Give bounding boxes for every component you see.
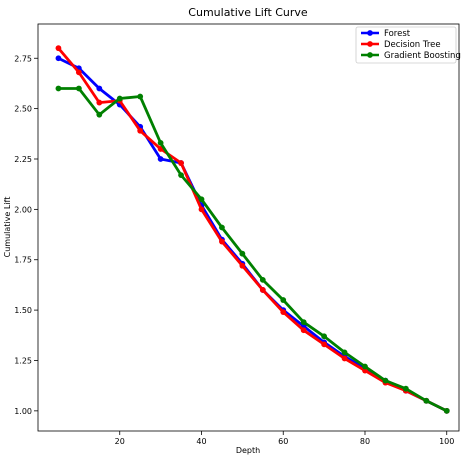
y-axis-ticks: 1.00 1.25 1.50 1.75 2.00 2.25 2.50 2.75 [14, 54, 38, 416]
data-point-gradient-boosting [321, 333, 328, 340]
legend-label-decision-tree: Decision Tree [384, 40, 441, 50]
data-point-decision-tree [96, 99, 103, 106]
y-tick-label: 1.75 [14, 256, 32, 265]
x-tick-label: 60 [278, 437, 288, 446]
data-point-forest [96, 85, 103, 92]
data-point-gradient-boosting [423, 397, 430, 404]
data-point-decision-tree [321, 341, 328, 348]
data-point-gradient-boosting [55, 85, 62, 92]
plot-area [37, 23, 460, 432]
data-point-gradient-boosting [198, 196, 205, 203]
x-tick-label: 20 [115, 437, 125, 446]
data-point-decision-tree [219, 238, 225, 245]
y-tick-label: 2.50 [14, 105, 32, 114]
x-axis-ticks: 20 40 60 80 100 [115, 431, 454, 446]
data-point-decision-tree [75, 69, 82, 76]
chart-title: Cumulative Lift Curve [188, 6, 308, 19]
series-line-decision-tree [57, 47, 448, 413]
data-point-gradient-boosting [178, 172, 184, 179]
data-point-decision-tree [300, 327, 307, 334]
legend-marker-decision-tree [367, 41, 373, 47]
data-point-gradient-boosting [239, 250, 246, 257]
legend-marker-forest [367, 30, 373, 36]
y-tick-label: 1.00 [14, 407, 32, 416]
data-point-gradient-boosting [157, 139, 164, 146]
legend-label-gradient-boosting: Gradient Boosting [384, 51, 461, 61]
legend-marker-gradient-boosting [367, 52, 373, 58]
y-tick-label: 2.75 [14, 54, 32, 63]
legend-box [355, 26, 457, 64]
series-line-gradient-boosting [58, 87, 448, 413]
data-point-forest [55, 55, 62, 62]
series-gradient-boosting [55, 85, 450, 414]
data-point-decision-tree [178, 160, 184, 166]
y-tick-label: 1.25 [14, 356, 32, 365]
data-point-gradient-boosting [219, 224, 225, 231]
data-point-decision-tree [341, 355, 348, 362]
legend-label-forest: Forest [384, 29, 411, 39]
data-point-gradient-boosting [280, 297, 287, 303]
data-point-decision-tree [137, 127, 144, 134]
data-point-decision-tree [280, 309, 287, 316]
y-tick-label: 2.25 [14, 155, 32, 164]
data-point-gradient-boosting [382, 377, 389, 384]
x-axis-label: Depth [236, 446, 260, 455]
data-point-gradient-boosting [137, 93, 144, 100]
data-point-decision-tree [55, 45, 62, 52]
series-group [55, 45, 450, 414]
data-point-gradient-boosting [300, 319, 307, 326]
data-point-gradient-boosting [443, 407, 450, 414]
data-point-gradient-boosting [341, 349, 348, 356]
data-point-gradient-boosting [75, 85, 82, 92]
x-tick-label: 100 [439, 437, 454, 446]
data-point-decision-tree [239, 262, 246, 269]
data-point-gradient-boosting [402, 385, 409, 392]
data-point-forest [157, 156, 164, 162]
y-tick-label: 1.50 [14, 306, 32, 315]
data-point-gradient-boosting [116, 95, 123, 102]
data-point-gradient-boosting [259, 276, 266, 283]
x-tick-label: 80 [360, 437, 370, 446]
y-tick-label: 2.00 [14, 205, 32, 214]
data-point-decision-tree [198, 206, 205, 213]
x-tick-label: 40 [196, 437, 206, 446]
data-point-gradient-boosting [96, 111, 103, 118]
data-point-gradient-boosting [362, 363, 368, 370]
data-point-decision-tree [259, 287, 266, 293]
y-axis-label: Cumulative Lift [3, 197, 12, 258]
